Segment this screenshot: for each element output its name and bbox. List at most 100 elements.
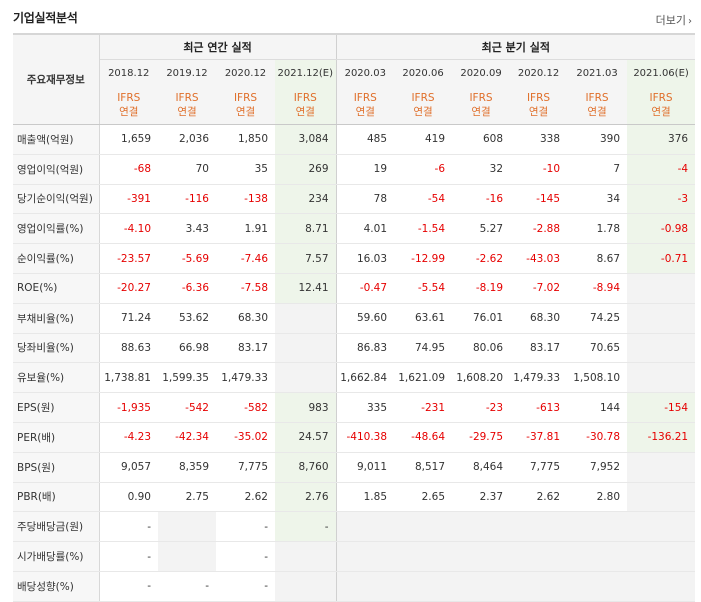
row-label: 유보율(%) <box>13 362 100 394</box>
table-cell: 8,517 <box>394 452 453 483</box>
table-cell: - <box>99 571 158 602</box>
table-cell: -30.78 <box>567 422 628 453</box>
period-header: 2021.12(E) <box>275 59 337 86</box>
period-header: 2021.06(E) <box>627 59 696 86</box>
table-cell <box>567 511 628 543</box>
table-cell: 338 <box>510 124 568 155</box>
table-cell: -3 <box>627 184 696 215</box>
period-header: 2019.12 <box>158 59 216 86</box>
table-cell: -6 <box>394 154 453 185</box>
table-cell <box>627 571 696 602</box>
table-row: 매출액(억원) 1,659 2,036 1,850 3,084 485 419 608 338 3… <box>13 124 696 155</box>
table-cell: -0.71 <box>627 243 696 274</box>
table-cell <box>452 541 511 572</box>
table-cell: 2.80 <box>567 482 628 513</box>
table-cell <box>510 571 568 602</box>
table-row: BPS(원) 9,057 8,359 7,775 8,760 9,011 8,517 8,46… <box>13 452 696 483</box>
row-label: PBR(배) <box>13 482 100 513</box>
table-cell: 485 <box>335 124 395 155</box>
table-cell: 419 <box>394 124 453 155</box>
consolidated-label: 연결 <box>651 106 671 118</box>
more-link[interactable]: 더보기 › <box>656 12 692 28</box>
row-label: PER(배) <box>13 422 100 453</box>
row-label: 주당배당금(원) <box>13 511 100 543</box>
table-cell: 390 <box>567 124 628 155</box>
table-cell: -54 <box>394 184 453 215</box>
row-label: 당좌비율(%) <box>13 333 100 364</box>
table-cell: -0.98 <box>627 213 696 245</box>
table-cell: 35 <box>216 154 275 185</box>
accounting-standard-header: IFRS 연결 <box>335 86 395 125</box>
table-cell: -10 <box>510 154 568 185</box>
table-cell: -145 <box>510 184 568 215</box>
table-cell: 1.91 <box>216 213 275 245</box>
table-cell: -48.64 <box>394 422 453 453</box>
table-cell: -20.27 <box>99 273 158 304</box>
table-cell: -136.21 <box>627 422 696 453</box>
period-header: 2020.12 <box>510 59 568 86</box>
consolidated-label: 연결 <box>355 106 375 118</box>
table-cell: 78 <box>335 184 395 215</box>
table-cell: 1,662.84 <box>335 362 395 394</box>
table-cell: 5.27 <box>452 213 511 245</box>
table-cell: 68.30 <box>510 302 568 334</box>
row-label: 부채비율(%) <box>13 302 100 334</box>
period-header: 2020.06 <box>394 59 453 86</box>
table-cell: -1.54 <box>394 213 453 245</box>
table-cell <box>627 541 696 572</box>
table-cell: 1,850 <box>216 124 275 155</box>
consolidated-label: 연결 <box>295 106 315 118</box>
row-label: 당기순이익(억원) <box>13 184 100 215</box>
section-title: 기업실적분석 <box>13 11 78 25</box>
accounting-standard-header: IFRS 연결 <box>99 86 158 125</box>
table-cell <box>627 511 696 543</box>
table-cell: 1,659 <box>99 124 158 155</box>
table-cell: 32 <box>452 154 511 185</box>
table-cell <box>627 362 696 394</box>
table-cell: -68 <box>99 154 158 185</box>
table-cell: 983 <box>275 392 337 423</box>
table-cell: 34 <box>567 184 628 215</box>
consolidated-label: 연결 <box>528 106 549 118</box>
table-cell: 8.71 <box>275 213 337 245</box>
table-cell: -8.94 <box>567 273 628 304</box>
consolidated-label: 연결 <box>177 106 197 118</box>
table-cell: -37.81 <box>510 422 568 453</box>
table-cell: 8,359 <box>158 452 216 483</box>
period-header: 2018.12 <box>99 59 158 86</box>
ifrs-label: IFRS <box>411 92 435 104</box>
table-cell: 74.95 <box>394 333 453 364</box>
table-cell: 2.37 <box>452 482 511 513</box>
table-row: ROE(%) -20.27 -6.36 -7.58 12.41 -0.47 -5.54 -8.… <box>13 273 696 304</box>
table-cell: 2.62 <box>216 482 275 513</box>
table-cell: 59.60 <box>335 302 395 334</box>
table-cell: - <box>216 571 275 602</box>
table-cell <box>275 362 337 394</box>
table-cell: 335 <box>335 392 395 423</box>
table-cell: - <box>99 541 158 572</box>
consolidated-label: 연결 <box>235 106 256 118</box>
table-cell: 83.17 <box>216 333 275 364</box>
table-cell <box>158 541 216 572</box>
table-cell: 2.76 <box>275 482 337 513</box>
consolidated-label: 연결 <box>119 106 139 118</box>
accounting-standard-header: IFRS 연결 <box>627 86 696 125</box>
table-cell: -7.02 <box>510 273 568 304</box>
ifrs-label: IFRS <box>117 92 141 104</box>
table-row: PER(배) -4.23 -42.34 -35.02 24.57 -410.38 -48.6… <box>13 422 696 453</box>
table-cell: 2.75 <box>158 482 216 513</box>
table-cell: -12.99 <box>394 243 453 274</box>
table-cell: -29.75 <box>452 422 511 453</box>
table-cell: 2,036 <box>158 124 216 155</box>
row-label: 순이익률(%) <box>13 243 100 274</box>
table-cell: -23.57 <box>99 243 158 274</box>
table-cell <box>510 511 568 543</box>
ifrs-label: IFRS <box>293 92 317 104</box>
table-cell: 1.78 <box>567 213 628 245</box>
table-cell <box>275 571 337 602</box>
label-column-header: 주요재무정보 <box>13 34 100 125</box>
table-cell: -7.46 <box>216 243 275 274</box>
table-cell: -154 <box>627 392 696 423</box>
accounting-standard-header: IFRS 연결 <box>452 86 511 125</box>
table-cell: -5.54 <box>394 273 453 304</box>
